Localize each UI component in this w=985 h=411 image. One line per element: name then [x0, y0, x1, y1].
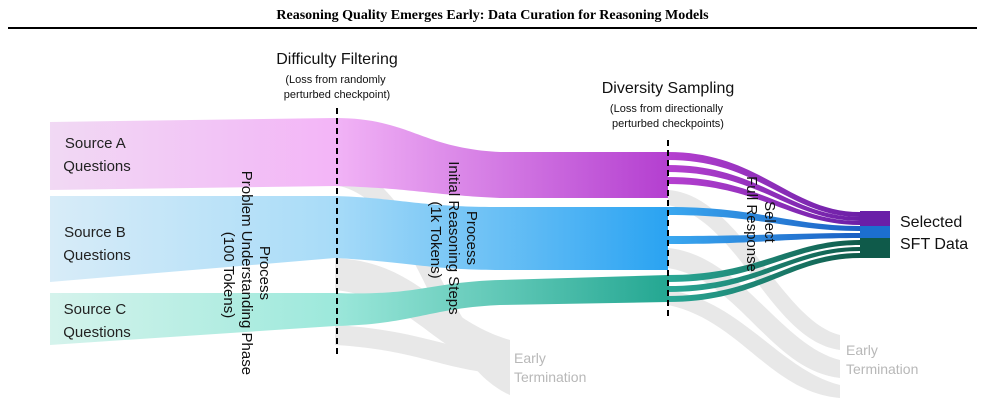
svg-text:Early Termination: Early Termination: [846, 342, 918, 377]
difficulty-note-line2: perturbed checkpoint): [284, 89, 390, 101]
strand-a1: [668, 152, 860, 217]
diversity-note-line1: (Loss from directionally: [610, 103, 724, 115]
strand-a3: [668, 177, 860, 225]
svg-text:Process Problem Understa: Process Problem Understanding Phase (100…: [220, 171, 273, 379]
source-a-label-line1: Source A: [65, 135, 126, 152]
strand-c2: [668, 247, 860, 292]
early-termination-1-line2: Termination: [514, 369, 586, 385]
svg-text:(Loss from directionally p: (Loss from directionally perturbed check…: [610, 103, 726, 130]
select-process-line2: Full Response: [743, 176, 760, 272]
reasoning-process-line2: Initial Reasoning Steps: [445, 161, 462, 314]
strand-b2: [668, 233, 860, 244]
diversity-stage-title: Diversity Sampling: [602, 80, 734, 97]
difficulty-note-line1: (Loss from randomly: [285, 74, 386, 86]
svg-text:Selected SFT Data: Selected SFT Data: [900, 214, 968, 253]
early-termination-2-line1: Early: [846, 342, 878, 358]
problem-process-line1: Process: [256, 246, 273, 300]
svg-text:Select Full Response: Select Full Response: [743, 176, 778, 272]
reasoning-process-line1: Process: [463, 211, 480, 265]
source-c-label-line1: Source C: [64, 301, 127, 318]
selected-node: [860, 211, 890, 258]
problem-process-line3: (100 Tokens): [220, 232, 237, 318]
problem-process-line2: Problem Understanding Phase: [238, 171, 255, 375]
strand-c3: [668, 253, 860, 302]
termination-flow-2b: [668, 248, 840, 378]
svg-text:Process Initial Reasonin: Process Initial Reasoning Steps (1k Toke…: [427, 161, 480, 319]
strand-a2: [668, 165, 860, 221]
termination-flow-c: [335, 325, 510, 375]
early-termination-1-line1: Early: [514, 350, 546, 366]
svg-text:Early Termination: Early Termination: [514, 350, 586, 385]
termination-flows-stage2: [668, 190, 840, 398]
termination-flow-2c: [668, 290, 840, 398]
selected-flows: [668, 152, 860, 302]
diversity-note-line2: perturbed checkpoints): [612, 118, 724, 130]
source-c-label-line2: Questions: [63, 324, 131, 341]
output-label-line1: Selected: [900, 214, 962, 231]
output-label-line2: SFT Data: [900, 236, 968, 253]
termination-flow-2a: [668, 190, 840, 350]
source-b-label-line1: Source B: [64, 224, 126, 241]
difficulty-stage-title: Difficulty Filtering: [276, 51, 398, 68]
source-b-label-line2: Questions: [63, 247, 131, 264]
strand-b1: [668, 207, 860, 231]
source-a-label-line2: Questions: [63, 158, 131, 175]
strand-c1: [668, 240, 860, 282]
figure-title: Reasoning Quality Emerges Early: Data Cu…: [276, 8, 709, 23]
early-termination-2-line2: Termination: [846, 361, 918, 377]
svg-text:Source C Questions: Source C Questions: [63, 301, 131, 341]
reasoning-process-line3: (1k Tokens): [427, 201, 444, 278]
flow-source-a: [50, 118, 668, 198]
svg-text:Source B Questions: Source B Questions: [63, 224, 131, 264]
select-process-line1: Select: [761, 201, 778, 244]
flow-source-b: [50, 196, 668, 282]
flow-source-c: [50, 275, 668, 345]
svg-text:(Loss from randomly pertur: (Loss from randomly perturbed checkpoint…: [284, 74, 390, 101]
svg-text:Source A Questions: Source A Questions: [63, 135, 131, 175]
title-rule: [8, 27, 977, 29]
